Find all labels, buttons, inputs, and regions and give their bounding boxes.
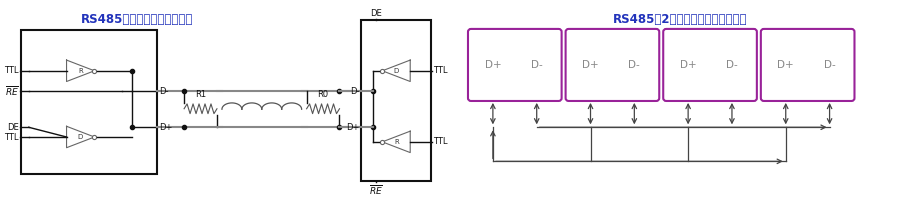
FancyBboxPatch shape [565,29,659,101]
Text: D+: D+ [680,60,697,70]
Text: RS485インターフェース回路: RS485インターフェース回路 [81,13,194,26]
Text: D+: D+ [582,60,599,70]
Text: TTL: TTL [433,66,447,75]
Text: D-: D- [628,60,640,70]
Text: D+: D+ [778,60,794,70]
Text: D-: D- [531,60,543,70]
Text: R: R [78,68,83,74]
Text: $\overline{RE}$: $\overline{RE}$ [4,84,19,98]
Text: DE: DE [371,9,382,18]
Text: R0: R0 [318,90,328,99]
Text: R1: R1 [195,90,206,99]
Text: D+: D+ [484,60,501,70]
Text: DE: DE [7,123,19,132]
Text: D-: D- [159,87,168,96]
Text: TTL: TTL [4,133,19,142]
Bar [362,20,431,181]
Text: $\overline{RE}$: $\overline{RE}$ [369,183,383,197]
Text: D-: D- [350,87,359,96]
Text: D-: D- [726,60,738,70]
Text: TTL: TTL [433,137,447,146]
Text: RS485（2線式バスライン）の接続: RS485（2線式バスライン）の接続 [613,13,747,26]
Text: D: D [393,68,399,74]
FancyBboxPatch shape [663,29,757,101]
Text: D+: D+ [159,123,173,132]
FancyBboxPatch shape [760,29,854,101]
Text: TTL: TTL [4,66,19,75]
Text: R: R [394,139,399,145]
Text: D+: D+ [346,123,359,132]
FancyBboxPatch shape [468,29,562,101]
Text: D: D [78,134,83,140]
Text: D-: D- [824,60,835,70]
Bar [21,30,157,174]
